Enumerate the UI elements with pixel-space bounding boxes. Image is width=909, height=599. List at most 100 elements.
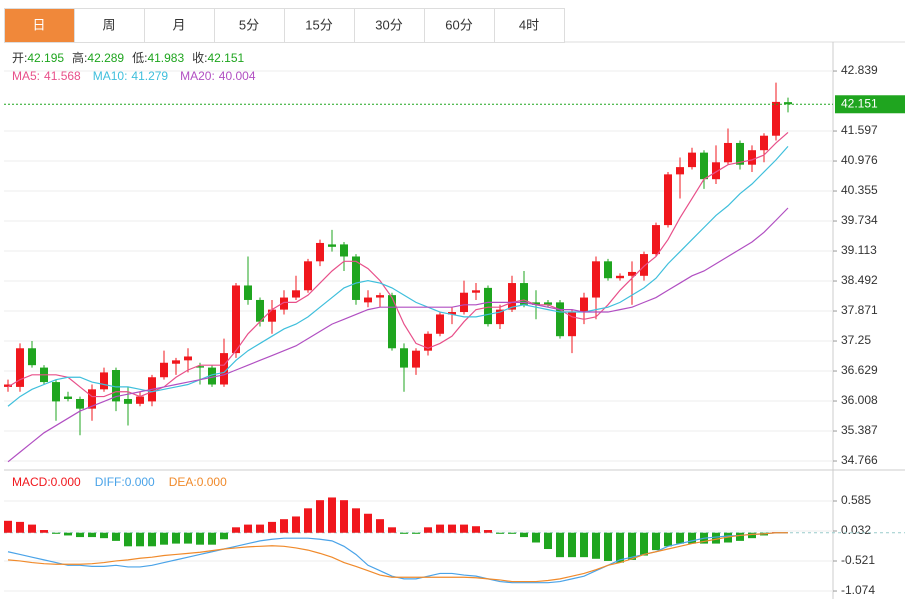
tab[interactable]	[144, 8, 215, 43]
macd-bar	[496, 532, 504, 534]
candle-body	[676, 167, 684, 175]
macd-bar	[52, 532, 60, 534]
candle-body	[256, 299, 264, 322]
tab[interactable]	[4, 8, 75, 43]
candle-body	[472, 290, 480, 293]
macd-bar	[532, 532, 540, 543]
macd-bar	[520, 532, 528, 538]
candle-body	[700, 152, 708, 180]
candle-body	[400, 348, 408, 368]
y-tick-label: 39.113	[841, 243, 877, 257]
candle-body	[712, 162, 720, 180]
y-tick-label: 40.355	[841, 183, 878, 197]
tab-label[interactable]: 4时	[519, 17, 539, 32]
macd-bar	[604, 532, 612, 561]
candle-body	[304, 261, 312, 291]
y-tick-label: 0.032	[841, 523, 871, 537]
tab[interactable]	[494, 8, 565, 43]
macd-bar	[376, 519, 384, 533]
candle-body	[448, 312, 456, 315]
y-tick-label: 40.976	[841, 153, 878, 167]
macd-bar	[28, 524, 36, 533]
macd-bar	[736, 532, 744, 541]
candle-body	[544, 302, 552, 305]
legend-value: 0.000	[125, 475, 155, 489]
candle-body	[4, 384, 12, 387]
tab[interactable]	[74, 8, 145, 43]
candle-body	[160, 362, 168, 378]
macd-legend: MACD:0.000 DIFF:0.000 DEA:0.000	[12, 475, 227, 489]
candle-body	[664, 174, 672, 226]
y-tick-label: 37.25	[841, 333, 871, 347]
candle-body	[412, 350, 420, 368]
macd-bar	[424, 527, 432, 533]
macd-bar	[448, 524, 456, 533]
macd-bar	[196, 532, 204, 545]
legend-name: MA20:	[180, 69, 215, 83]
tab[interactable]	[284, 8, 355, 43]
tab-label[interactable]: 5分	[239, 17, 259, 32]
tab-label[interactable]: 日	[32, 17, 45, 32]
tab[interactable]	[354, 8, 425, 43]
candle-body	[460, 292, 468, 313]
macd-bar	[112, 532, 120, 541]
legend-value: 0.000	[197, 475, 227, 489]
macd-bar	[268, 521, 276, 533]
macd-bar	[184, 532, 192, 544]
ma-line	[7, 131, 789, 398]
legend-value: 40.004	[219, 69, 256, 83]
macd-bar	[304, 508, 312, 533]
candle-body	[436, 314, 444, 334]
candle-body	[328, 244, 336, 247]
y-tick-label: -1.074	[841, 583, 875, 597]
ma-line	[7, 207, 789, 463]
summary-label: 开:	[12, 51, 27, 65]
candle-body	[280, 297, 288, 310]
candle-body	[112, 370, 120, 402]
candle-body	[316, 242, 324, 262]
tab-label[interactable]: 30分	[375, 17, 402, 32]
macd-bar	[40, 530, 48, 533]
candle-body	[628, 271, 636, 276]
tab-label[interactable]: 周	[102, 17, 115, 32]
macd-bar	[436, 524, 444, 533]
macd-bar	[64, 532, 72, 536]
macd-bar	[328, 497, 336, 533]
macd-bar	[472, 526, 480, 533]
tab-label[interactable]: 60分	[445, 17, 472, 32]
macd-bar	[172, 532, 180, 544]
legend-name: MA5:	[12, 69, 40, 83]
candle-body	[592, 261, 600, 298]
candle-body	[556, 302, 564, 337]
summary-label: 高:	[72, 50, 87, 65]
y-tick-label: 35.387	[841, 423, 878, 437]
macd-bar	[340, 500, 348, 533]
candle-body	[76, 398, 84, 409]
macd-bar	[136, 532, 144, 547]
tab-label[interactable]: 月	[172, 17, 185, 32]
macd-bar	[208, 532, 216, 545]
macd-bar	[124, 532, 132, 547]
legend-name: DEA:	[169, 475, 197, 489]
summary-value: 42.289	[87, 51, 124, 65]
candle-body	[568, 312, 576, 337]
tab-label[interactable]: 15分	[305, 17, 332, 32]
macd-bar	[664, 532, 672, 547]
candle-body	[496, 309, 504, 325]
candle-body	[232, 285, 240, 354]
macd-bar	[652, 532, 660, 551]
candle-body	[724, 142, 732, 163]
macd-bar	[4, 520, 12, 533]
candle-body	[196, 366, 204, 368]
macd-bar	[568, 532, 576, 558]
candle-body	[208, 367, 216, 385]
macd-bar	[352, 508, 360, 533]
macd-bar	[160, 532, 168, 545]
tab[interactable]	[214, 8, 285, 43]
last-price-tag	[835, 95, 905, 114]
macd-line	[7, 532, 788, 583]
candle-body	[28, 348, 36, 366]
candle-body	[640, 254, 648, 276]
